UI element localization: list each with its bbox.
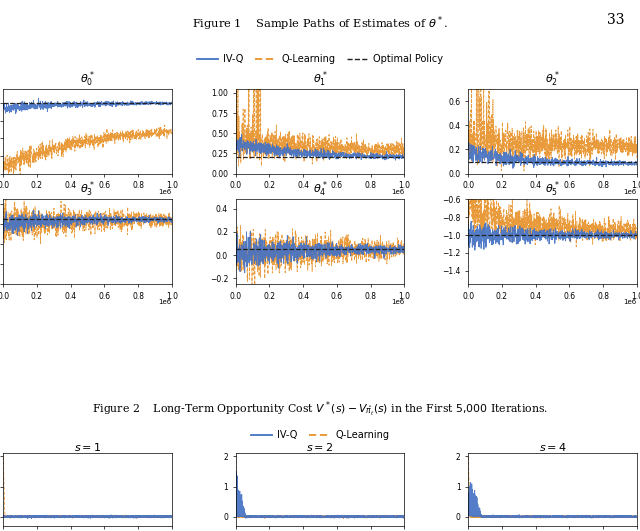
Title: $\theta_5^*$: $\theta_5^*$ [545,180,560,200]
Text: Figure 2    Long-Term Opportunity Cost $V^*(s) - V_{\hat{\pi}_t}(s)$ in the Firs: Figure 2 Long-Term Opportunity Cost $V^*… [92,399,548,419]
Legend: IV-Q, Q-Learning, Optimal Policy: IV-Q, Q-Learning, Optimal Policy [193,50,447,68]
Legend: IV-Q, Q-Learning: IV-Q, Q-Learning [247,426,393,444]
Title: $\theta_0^*$: $\theta_0^*$ [80,70,95,89]
Title: $\theta_2^*$: $\theta_2^*$ [545,70,560,89]
Title: $\theta_3^*$: $\theta_3^*$ [80,180,95,200]
Title: $s=4$: $s=4$ [539,441,566,452]
Text: 1e6: 1e6 [159,299,172,305]
Text: 1e6: 1e6 [159,189,172,195]
Text: 1e6: 1e6 [391,299,404,305]
Title: $\theta_4^*$: $\theta_4^*$ [313,180,327,200]
Title: $s=2$: $s=2$ [307,441,333,452]
Text: 1e6: 1e6 [391,189,404,195]
Title: $\theta_1^*$: $\theta_1^*$ [313,70,327,89]
Text: 33: 33 [607,13,624,27]
Text: 1e6: 1e6 [623,299,637,305]
Text: Figure 1    Sample Paths of Estimates of $\theta^*$.: Figure 1 Sample Paths of Estimates of $\… [192,15,448,33]
Title: $s=1$: $s=1$ [74,441,101,452]
Text: 1e6: 1e6 [623,189,637,195]
